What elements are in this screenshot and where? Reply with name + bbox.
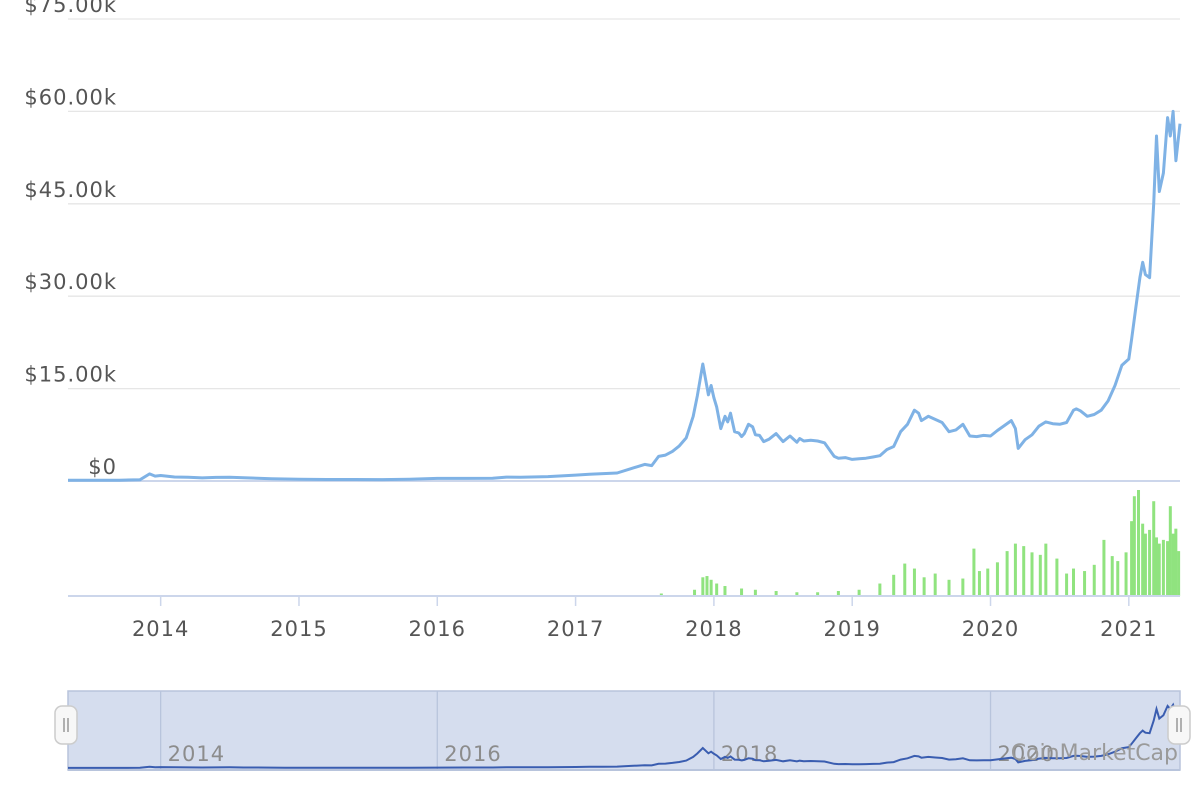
x-axis-ticks: 2014 2015 2016 2017 2018 2019 2020 2021 <box>132 596 1157 641</box>
navigator-left-handle[interactable] <box>54 705 78 745</box>
x-tick-label: 2014 <box>132 617 189 641</box>
price-tick-label: $30.00k <box>24 270 117 294</box>
price-tick-label: $75.00k <box>24 0 117 17</box>
navigator-right-handle[interactable] <box>1167 705 1191 745</box>
price-gridlines <box>68 18 1180 482</box>
volume-bar <box>1055 558 1059 596</box>
volume-bar <box>1174 528 1178 596</box>
navigator-tick-label: 2020 <box>998 742 1055 766</box>
volume-bar <box>659 593 663 596</box>
navigator-tick-label: 2018 <box>721 742 778 766</box>
volume-bar <box>1116 561 1120 596</box>
volume-bar <box>878 583 882 596</box>
volume-bar <box>1065 573 1069 596</box>
volume-bar <box>1157 543 1161 596</box>
volume-bar <box>836 591 840 596</box>
price-tick-label: $0 <box>88 455 117 479</box>
volume-bar <box>1166 541 1170 596</box>
volume-bar <box>1022 546 1026 596</box>
volume-bar <box>1124 552 1128 596</box>
volume-bar <box>1102 539 1106 596</box>
volume-bar <box>1013 543 1017 596</box>
volume-bar <box>1171 533 1175 596</box>
range-navigator[interactable]: 2014 2016 2018 2020 <box>54 690 1191 771</box>
volume-bar <box>1044 543 1048 596</box>
navigator-line <box>68 702 1181 769</box>
volume-bar <box>1143 533 1147 596</box>
volume-bar <box>1005 551 1009 596</box>
volume-bar <box>1161 539 1165 596</box>
price-tick-label: $15.00k <box>24 363 117 387</box>
x-tick-label: 2017 <box>547 617 604 641</box>
volume-bar <box>972 548 976 596</box>
x-tick-label: 2015 <box>270 617 327 641</box>
volume-bar <box>903 563 907 596</box>
volume-bar <box>1152 501 1156 596</box>
volume-bar <box>701 577 705 596</box>
volume-bar <box>892 574 896 596</box>
volume-bar <box>1038 554 1042 596</box>
price-line <box>68 109 1182 482</box>
volume-bar <box>1177 551 1181 596</box>
x-tick-label: 2021 <box>1100 617 1157 641</box>
volume-bar <box>1141 523 1145 596</box>
volume-bar <box>709 579 713 596</box>
volume-bar <box>1137 490 1141 596</box>
volume-bar <box>1092 564 1096 596</box>
x-tick-label: 2018 <box>685 617 742 641</box>
volume-bar <box>922 577 926 596</box>
volume-bar <box>912 568 916 596</box>
volume-bar <box>977 571 981 596</box>
volume-bar <box>1030 552 1034 596</box>
navigator-tick-label: 2016 <box>444 742 501 766</box>
volume-bar <box>705 576 709 596</box>
volume-bar <box>715 583 719 596</box>
price-tick-label: $60.00k <box>24 85 117 109</box>
watermark-text: CoinMarketCap <box>1011 741 1178 766</box>
volume-bar <box>933 573 937 596</box>
x-tick-label: 2020 <box>962 617 1019 641</box>
navigator-gridlines: 2014 2016 2018 2020 <box>160 691 1055 770</box>
volume-bar <box>857 589 861 596</box>
volume-bar <box>995 562 999 596</box>
volume-bar <box>961 578 965 596</box>
volume-bar <box>1072 568 1076 596</box>
volume-bar <box>753 589 757 596</box>
volume-bar <box>816 592 820 596</box>
volume-bar <box>1148 529 1152 596</box>
price-tick-label: $45.00k <box>24 178 117 202</box>
volume-bar <box>723 586 727 596</box>
volume-bar <box>986 568 990 596</box>
volume-bar <box>795 592 799 596</box>
volume-bar <box>774 591 778 596</box>
price-axis-labels: $0 $15.00k $30.00k $45.00k $60.00k $75.00k <box>24 0 117 479</box>
volume-bar <box>1130 521 1134 596</box>
volume-bars <box>659 490 1181 596</box>
volume-bar <box>947 579 951 596</box>
volume-bar <box>740 588 744 596</box>
volume-bar <box>1154 537 1158 596</box>
volume-bar <box>1083 571 1087 596</box>
volume-bar <box>693 589 697 596</box>
volume-bar <box>1168 506 1172 596</box>
volume-bar <box>1110 556 1114 596</box>
navigator-tick-label: 2014 <box>168 742 225 766</box>
x-tick-label: 2019 <box>823 617 880 641</box>
volume-bar <box>1132 496 1136 596</box>
x-tick-label: 2016 <box>409 617 466 641</box>
